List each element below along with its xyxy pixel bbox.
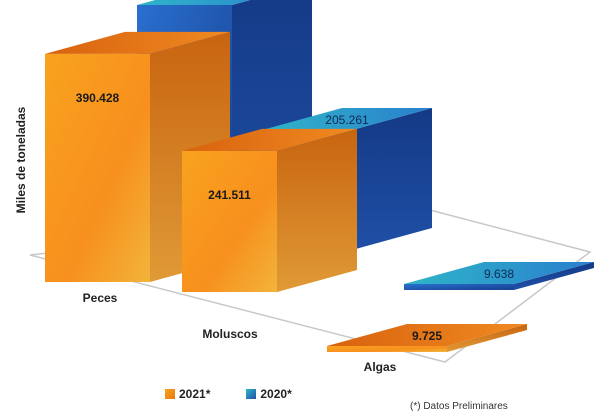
data-label-2021-2: 9.725 — [412, 329, 442, 343]
bar-top-2020-2 — [404, 262, 594, 284]
bars-group — [45, 0, 594, 352]
legend-label-2021: 2021* — [179, 387, 211, 401]
y-axis-title: Miles de toneladas — [14, 106, 28, 213]
bar-front-2021-2 — [327, 346, 447, 352]
labels-group: 402.139 205.261 9.638 390.428 241.511 9.725 — [76, 0, 515, 343]
legend-item-2021: 2021* — [165, 387, 210, 401]
bar-side-2020-1 — [352, 108, 432, 250]
data-label-2020-0: 402.139 — [203, 0, 247, 2]
bar-top-2020-1 — [262, 108, 432, 131]
legend-item-2020: 2020* — [246, 387, 292, 401]
bar-front-2020-2 — [404, 284, 514, 290]
legend: 2021* 2020* — [165, 387, 292, 401]
data-label-2021-1: 241.511 — [208, 188, 251, 202]
bar-side-2021-2 — [447, 324, 527, 352]
bar-side-2020-2 — [514, 262, 594, 290]
category-label-2: Algas — [364, 360, 397, 374]
legend-label-2020: 2020* — [260, 387, 292, 401]
category-label-0: Peces — [83, 291, 118, 305]
legend-swatch-2020 — [246, 389, 257, 399]
category-label-1: Moluscos — [202, 327, 258, 341]
legend-swatch-2021 — [165, 389, 175, 399]
bar-front-2021-1 — [182, 150, 277, 292]
bar-top-2020-0 — [137, 0, 251, 5]
data-label-2020-1: 205.261 — [325, 113, 369, 127]
data-label-2020-2: 9.638 — [484, 267, 514, 281]
bar-front-2021-0 — [45, 53, 150, 283]
bar-top-2021-1 — [182, 128, 357, 151]
bar-top-2021-2 — [327, 324, 527, 346]
footnote: (*) Datos Preliminares — [410, 401, 508, 412]
bar-side-2021-1 — [277, 128, 357, 292]
data-label-2021-0: 390.428 — [76, 91, 120, 105]
bar-top-2021-0 — [45, 31, 230, 54]
